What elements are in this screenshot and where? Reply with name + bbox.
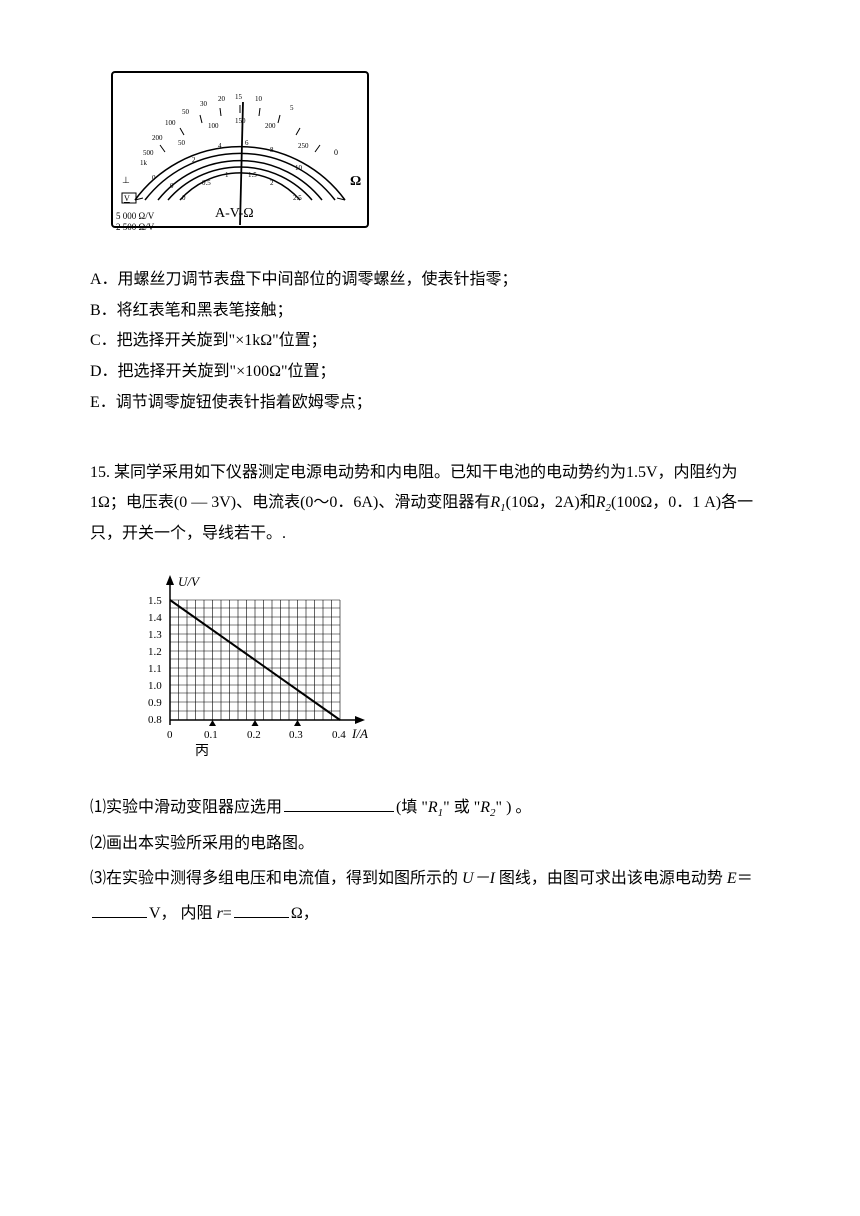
svg-text:2.5: 2.5	[293, 194, 302, 202]
svg-text:250: 250	[298, 142, 309, 150]
svg-text:U/V: U/V	[178, 574, 201, 589]
svg-text:0: 0	[334, 148, 338, 157]
option-a: A．用螺丝刀调节表盘下中间部位的调零螺丝，使表针指零；	[90, 266, 770, 295]
option-c: C．把选择开关旋到"×1kΩ"位置；	[90, 327, 770, 356]
svg-text:15: 15	[235, 93, 243, 101]
svg-text:100: 100	[208, 122, 219, 130]
svg-text:丙: 丙	[195, 744, 209, 759]
svg-text:500: 500	[143, 149, 154, 157]
svg-text:2: 2	[270, 179, 274, 187]
svg-text:Ω: Ω	[350, 174, 361, 189]
svg-text:1.5: 1.5	[248, 171, 257, 179]
question-15: 15. 某同学采用如下仪器测定电源电动势和内电阻。已知干电池的电动势约为1.5V…	[90, 458, 770, 550]
option-e: E．调节调零旋钮使表针指着欧姆零点；	[90, 389, 770, 418]
sub-q1: ⑴实验中滑动变阻器应选用(填 "R1" 或 "R2" ) 。	[90, 790, 770, 825]
svg-text:0: 0	[167, 729, 173, 741]
sub-q2: ⑵画出本实验所采用的电路图。	[90, 826, 770, 861]
q15-text: 15. 某同学采用如下仪器测定电源电动势和内电阻。已知干电池的电动势约为1.5V…	[90, 464, 753, 542]
svg-text:0: 0	[152, 174, 156, 182]
sub-questions: ⑴实验中滑动变阻器应选用(填 "R1" 或 "R2" ) 。 ⑵画出本实验所采用…	[90, 790, 770, 931]
svg-text:20: 20	[218, 95, 226, 103]
svg-text:0.2: 0.2	[247, 729, 261, 741]
option-b: B．将红表笔和黑表笔接触；	[90, 297, 770, 326]
svg-text:2: 2	[192, 156, 196, 164]
svg-text:1.4: 1.4	[148, 612, 162, 624]
svg-text:100: 100	[165, 119, 176, 127]
svg-text:50: 50	[178, 139, 186, 147]
multimeter-image: 1k 500 200 100 50 30 20 15 10 5 0 0 50 1…	[110, 70, 770, 251]
svg-text:1.0: 1.0	[148, 680, 162, 692]
svg-text:4: 4	[218, 142, 222, 150]
svg-text:0.9: 0.9	[148, 697, 162, 709]
svg-text:1: 1	[225, 171, 229, 179]
svg-text:⊥: ⊥	[122, 175, 130, 185]
svg-text:0.5: 0.5	[202, 179, 211, 187]
svg-text:50: 50	[182, 108, 190, 116]
sub-q3: ⑶在实验中测得多组电压和电流值，得到如图所示的 U－I 图线，由图可求出该电源电…	[90, 861, 770, 931]
svg-text:5: 5	[290, 104, 294, 112]
svg-text:2 500 Ω/V: 2 500 Ω/V	[116, 222, 155, 232]
svg-text:8: 8	[270, 146, 274, 154]
svg-text:0: 0	[170, 182, 174, 190]
option-d: D．把选择开关旋到"×100Ω"位置；	[90, 358, 770, 387]
svg-text:30: 30	[200, 100, 208, 108]
options-list: A．用螺丝刀调节表盘下中间部位的调零螺丝，使表针指零； B．将红表笔和黑表笔接触…	[90, 266, 770, 418]
ui-graph: 1.5 1.4 1.3 1.2 1.1 1.0 0.9 0.8 0 0.1 0.…	[120, 570, 770, 771]
svg-text:150: 150	[235, 117, 246, 125]
svg-text:1.5: 1.5	[148, 595, 162, 607]
svg-text:1.2: 1.2	[148, 646, 162, 658]
svg-text:0: 0	[182, 194, 186, 202]
svg-text:10: 10	[295, 164, 303, 172]
svg-text:1.1: 1.1	[148, 663, 162, 675]
svg-text:0.3: 0.3	[289, 729, 303, 741]
svg-text:10: 10	[255, 95, 263, 103]
svg-text:1.3: 1.3	[148, 629, 162, 641]
scale-1k: 1k	[140, 159, 148, 167]
svg-text:I/A: I/A	[351, 726, 368, 741]
svg-text:200: 200	[265, 122, 276, 130]
svg-text:V: V	[124, 194, 130, 203]
svg-text:6: 6	[245, 139, 249, 147]
svg-text:0.1: 0.1	[204, 729, 218, 741]
svg-text:5 000 Ω/V: 5 000 Ω/V	[116, 211, 155, 221]
svg-text:200: 200	[152, 134, 163, 142]
svg-text:0.4: 0.4	[332, 729, 346, 741]
svg-text:0.8: 0.8	[148, 714, 162, 726]
svg-text:A-V-Ω: A-V-Ω	[215, 206, 254, 221]
